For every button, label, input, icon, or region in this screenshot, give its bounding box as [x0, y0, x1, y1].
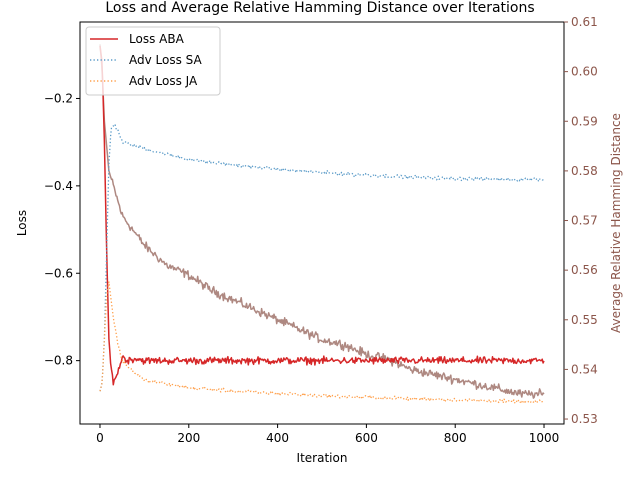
y-right-tick-label: 0.57: [571, 214, 598, 228]
legend: Loss ABA Adv Loss SA Adv Loss JA: [85, 26, 221, 96]
y-right-tick-label: 0.53: [571, 412, 598, 426]
legend-label-2: Adv Loss JA: [129, 74, 198, 88]
x-tick-label: 600: [355, 431, 378, 445]
x-tick-label: 1000: [529, 431, 560, 445]
x-axis: 0 200 400 600 800 1000: [96, 424, 559, 445]
legend-items: Loss ABA Adv Loss SA Adv Loss JA: [90, 32, 203, 88]
y-axis-label-right: Average Relative Hamming Distance: [609, 113, 623, 333]
series-layer: [99, 44, 545, 405]
y-tick-label: −0.6: [44, 266, 73, 280]
y-tick-label: −0.8: [44, 354, 73, 368]
y-tick-label: −0.4: [44, 179, 73, 193]
y-tick-label: −0.2: [44, 91, 73, 105]
legend-label-0: Loss ABA: [129, 32, 185, 46]
y-axis-right: 0.53 0.54 0.55 0.56 0.57 0.58 0.59 0.60 0.61: [564, 15, 598, 426]
series-line-1: [99, 124, 544, 392]
y-right-tick-label: 0.56: [571, 263, 598, 277]
x-axis-label: Iteration: [297, 451, 348, 465]
legend-label-1: Adv Loss SA: [129, 53, 203, 67]
x-tick-label: 0: [96, 431, 104, 445]
x-tick-label: 200: [177, 431, 200, 445]
y-right-tick-label: 0.61: [571, 15, 598, 29]
series-line-3: [99, 44, 545, 399]
y-right-tick-label: 0.60: [571, 65, 598, 79]
y-right-tick-label: 0.54: [571, 362, 598, 376]
y-axis-label: Loss: [15, 210, 29, 236]
legend-box: [85, 26, 221, 96]
plot-frame: [79, 21, 565, 425]
x-tick-label: 800: [444, 431, 467, 445]
y-right-tick-label: 0.58: [571, 164, 598, 178]
x-tick-label: 400: [266, 431, 289, 445]
y-right-tick-label: 0.55: [571, 313, 598, 327]
series-line-0: [99, 45, 545, 386]
y-axis-left: −0.8 −0.6 −0.4 −0.2: [44, 91, 80, 368]
y-right-tick-label: 0.59: [571, 114, 598, 128]
chart-title: Loss and Average Relative Hamming Distan…: [105, 0, 534, 16]
